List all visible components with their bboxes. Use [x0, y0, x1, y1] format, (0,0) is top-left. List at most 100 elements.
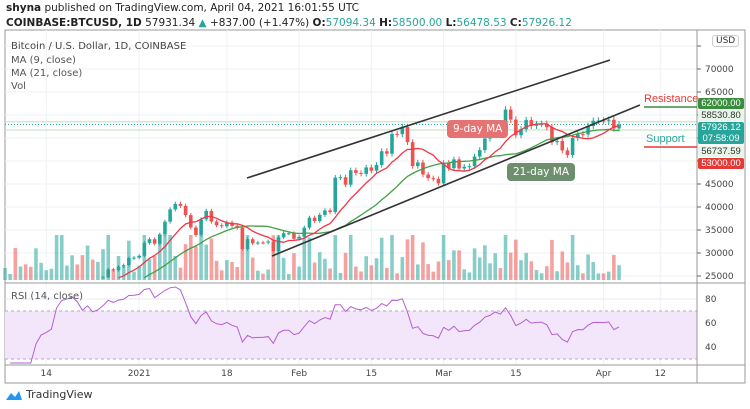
volume-bar — [364, 256, 368, 280]
candle-body — [483, 138, 487, 151]
price-tick-label: 65000 — [705, 88, 734, 98]
time-tick-label: 12 — [655, 369, 666, 379]
candle-body — [312, 217, 317, 222]
resistance-price-tag: 62000.00 — [698, 98, 744, 109]
symbol: COINBASE:BTCUSD, 1D — [6, 17, 142, 29]
volume-bar — [13, 247, 18, 280]
volume-bar — [49, 268, 54, 280]
candle — [545, 120, 549, 131]
volume-bar — [421, 242, 425, 280]
ohlc-bar: COINBASE:BTCUSD, 1D 57931.34 ▲ +837.00 (… — [6, 17, 572, 29]
candle — [106, 267, 110, 278]
volume-bar — [436, 261, 441, 280]
volume-bar — [240, 235, 245, 280]
candle-body — [261, 242, 265, 244]
candle — [116, 265, 121, 272]
volume-bar — [333, 235, 338, 280]
volume-bar — [34, 248, 38, 280]
low-value: 56478.53 — [456, 17, 507, 29]
volume-bar — [173, 255, 178, 280]
candle-body — [452, 159, 456, 169]
ma21-bubble: 21-day MA — [507, 163, 576, 181]
candle-body — [354, 170, 358, 173]
candle — [565, 147, 570, 158]
candle — [225, 220, 229, 229]
up-arrow-icon: ▲ — [198, 17, 207, 29]
rsi-tick-label: 40 — [705, 343, 717, 353]
volume-bar — [266, 269, 270, 280]
volume-bar — [410, 235, 415, 280]
volume-bar — [44, 270, 49, 280]
time-tick-label: Mar — [435, 369, 452, 379]
volume-bar — [348, 235, 353, 280]
rsi-line — [10, 286, 620, 364]
candle-body — [575, 134, 580, 138]
candle — [431, 175, 436, 182]
volume-bar — [462, 269, 467, 280]
candle-body — [343, 177, 348, 185]
candle — [462, 164, 467, 172]
volume-bar — [369, 265, 374, 280]
volume-bar — [446, 260, 451, 280]
candle — [199, 217, 203, 237]
volume-bar — [612, 254, 616, 280]
volume-bar — [85, 245, 90, 280]
publish-info: shyna published on TradingView.com, Apri… — [6, 2, 359, 14]
candle — [617, 121, 621, 132]
volume-bar — [18, 266, 23, 280]
volume-bar — [152, 256, 157, 280]
resistance-label: Resistance — [644, 93, 699, 105]
volume-bar — [514, 239, 518, 280]
candle — [152, 237, 157, 246]
tradingview-logo[interactable]: TradingView — [5, 388, 92, 401]
legend-title: Bitcoin / U.S. Dollar, 1D, COINBASE — [11, 41, 187, 52]
candle-body — [147, 239, 152, 243]
volume-bar — [261, 273, 265, 280]
candle — [483, 135, 487, 153]
bar-countdown: 07:58:09 — [702, 133, 740, 144]
volume-bar — [178, 267, 183, 280]
volume-bar — [503, 235, 508, 280]
candle-body — [245, 239, 250, 250]
candle — [147, 237, 152, 245]
volume-bar — [354, 266, 358, 280]
candle — [240, 225, 245, 251]
tradingview-logo-icon — [6, 390, 22, 400]
candle — [369, 164, 374, 174]
candle-body — [240, 227, 245, 250]
volume-bar — [601, 273, 606, 280]
candle-body — [328, 210, 332, 213]
volume-bar — [204, 244, 209, 280]
volume-bar — [54, 235, 59, 280]
candle — [266, 239, 270, 245]
legend-ma21[interactable]: MA (21, close) — [11, 68, 83, 79]
candle-body — [395, 133, 399, 135]
legend-vol[interactable]: Vol — [11, 81, 26, 92]
candle-body — [173, 203, 178, 210]
rsi-tick-label: 80 — [705, 295, 717, 305]
candle-body — [168, 209, 172, 222]
candle-body — [266, 241, 270, 243]
candle — [111, 267, 116, 272]
candle-body — [317, 214, 322, 222]
volume-bar — [385, 267, 389, 280]
volume-bar — [256, 270, 260, 280]
candle-body — [596, 120, 601, 122]
candle — [348, 167, 353, 188]
candle-body — [586, 126, 590, 135]
volume-bar — [493, 253, 497, 280]
candle-body — [431, 178, 436, 180]
candle — [245, 237, 250, 251]
volume-bar — [29, 266, 33, 280]
currency-button[interactable]: USD — [712, 35, 740, 47]
volume-bar — [338, 272, 343, 280]
legend-rsi[interactable]: RSI (14, close) — [11, 291, 84, 302]
candle — [519, 126, 523, 139]
candle-body — [214, 221, 219, 226]
volume-bar — [65, 265, 69, 280]
volume-bar — [219, 270, 224, 280]
legend-ma9[interactable]: MA (9, close) — [11, 55, 76, 66]
candle-body — [581, 134, 585, 136]
time-tick-label: 2021 — [128, 369, 151, 379]
